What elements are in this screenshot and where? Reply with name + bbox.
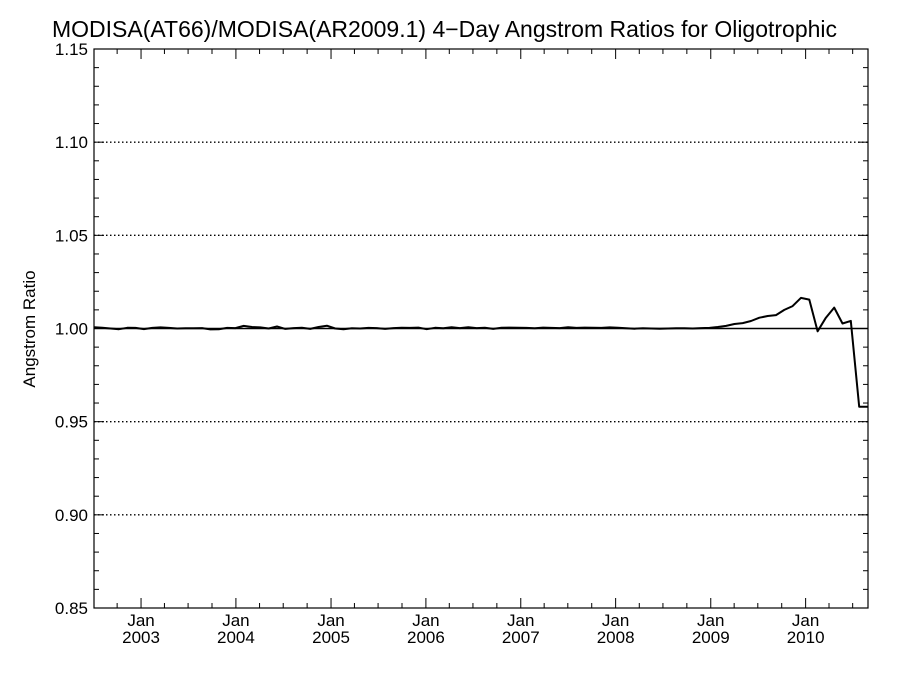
x-tick-year: 2005 [312,628,350,647]
y-tick-label: 0.85 [55,599,88,618]
x-tick-month: Jan [697,611,724,630]
x-tick-year: 2004 [217,628,255,647]
x-tick-month: Jan [317,611,344,630]
x-tick-month: Jan [412,611,439,630]
x-tick-month: Jan [222,611,249,630]
x-tick-month: Jan [602,611,629,630]
x-tick-year: 2006 [407,628,445,647]
y-tick-label: 1.15 [55,40,88,59]
y-tick-labels: 0.85 0.90 0.95 1.00 1.05 1.10 1.15 [55,40,88,618]
x-tick-year: 2003 [122,628,160,647]
chart-title: MODISA(AT66)/MODISA(AR2009.1) 4−Day Angs… [52,16,838,42]
x-tick-year: 2008 [597,628,635,647]
y-tick-label: 1.00 [55,320,88,339]
x-tick-month: Jan [507,611,534,630]
axis-ticks [94,48,868,609]
y-tick-label: 0.95 [55,413,88,432]
series-line [93,296,868,408]
x-tick-month: Jan [127,611,154,630]
x-tick-month: Jan [792,611,819,630]
y-tick-label: 0.90 [55,506,88,525]
plot-frame [93,48,869,609]
x-tick-year: 2010 [787,628,825,647]
x-tick-year: 2009 [692,628,730,647]
x-tick-labels: Jan2003Jan2004Jan2005Jan2006Jan2007Jan20… [122,611,824,647]
y-axis-label: Angstrom Ratio [20,270,39,387]
y-tick-label: 1.05 [55,226,88,245]
grid-lines [94,141,868,516]
x-tick-year: 2007 [502,628,540,647]
y-tick-label: 1.10 [55,133,88,152]
